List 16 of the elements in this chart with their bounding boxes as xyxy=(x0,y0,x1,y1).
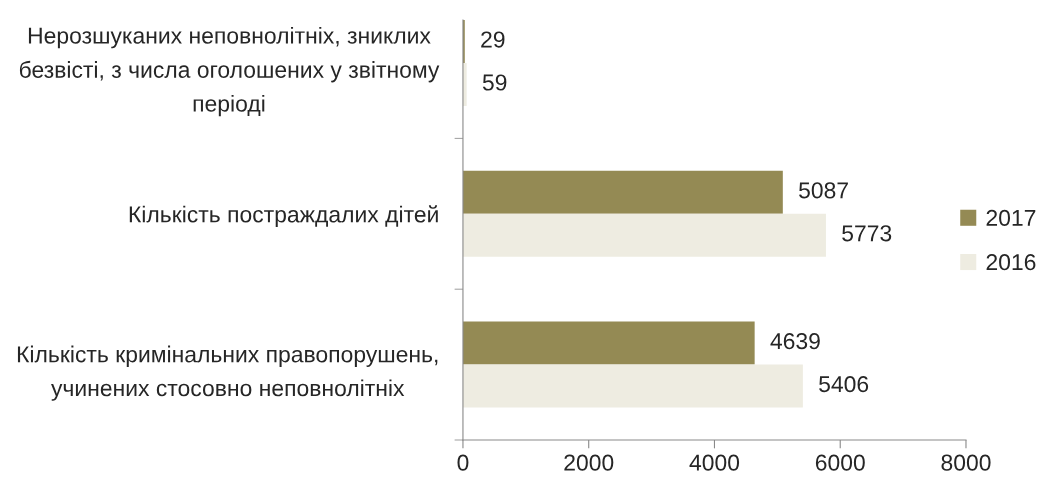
y-tick-label: Нерозшуканих неповнолітніх, зниклих безвісті, з числа оголошених у звітному періоді xyxy=(19,26,440,117)
x-tick-label: 8000 xyxy=(941,454,991,471)
legend-label: 2016 xyxy=(986,254,1036,271)
x-tick-label: 2000 xyxy=(564,454,614,471)
x-tick-label: 6000 xyxy=(815,454,865,471)
y-tick-label: Кількість кримінальних правопорушень, учинених стосовно неповнолітніх xyxy=(17,345,438,401)
legend-label: 2017 xyxy=(986,209,1036,227)
x-tick-label: 0 xyxy=(457,454,469,471)
x-tick-label: 4000 xyxy=(689,454,740,471)
data-label: 5087 xyxy=(799,182,848,199)
data-label: 5773 xyxy=(842,225,892,242)
data-label: 59 xyxy=(482,74,507,91)
data-label: 5406 xyxy=(819,376,869,393)
y-tick-label: Кількість постраждалих дітей xyxy=(129,205,438,228)
data-label: 29 xyxy=(481,31,505,48)
data-label: 4639 xyxy=(770,333,820,350)
